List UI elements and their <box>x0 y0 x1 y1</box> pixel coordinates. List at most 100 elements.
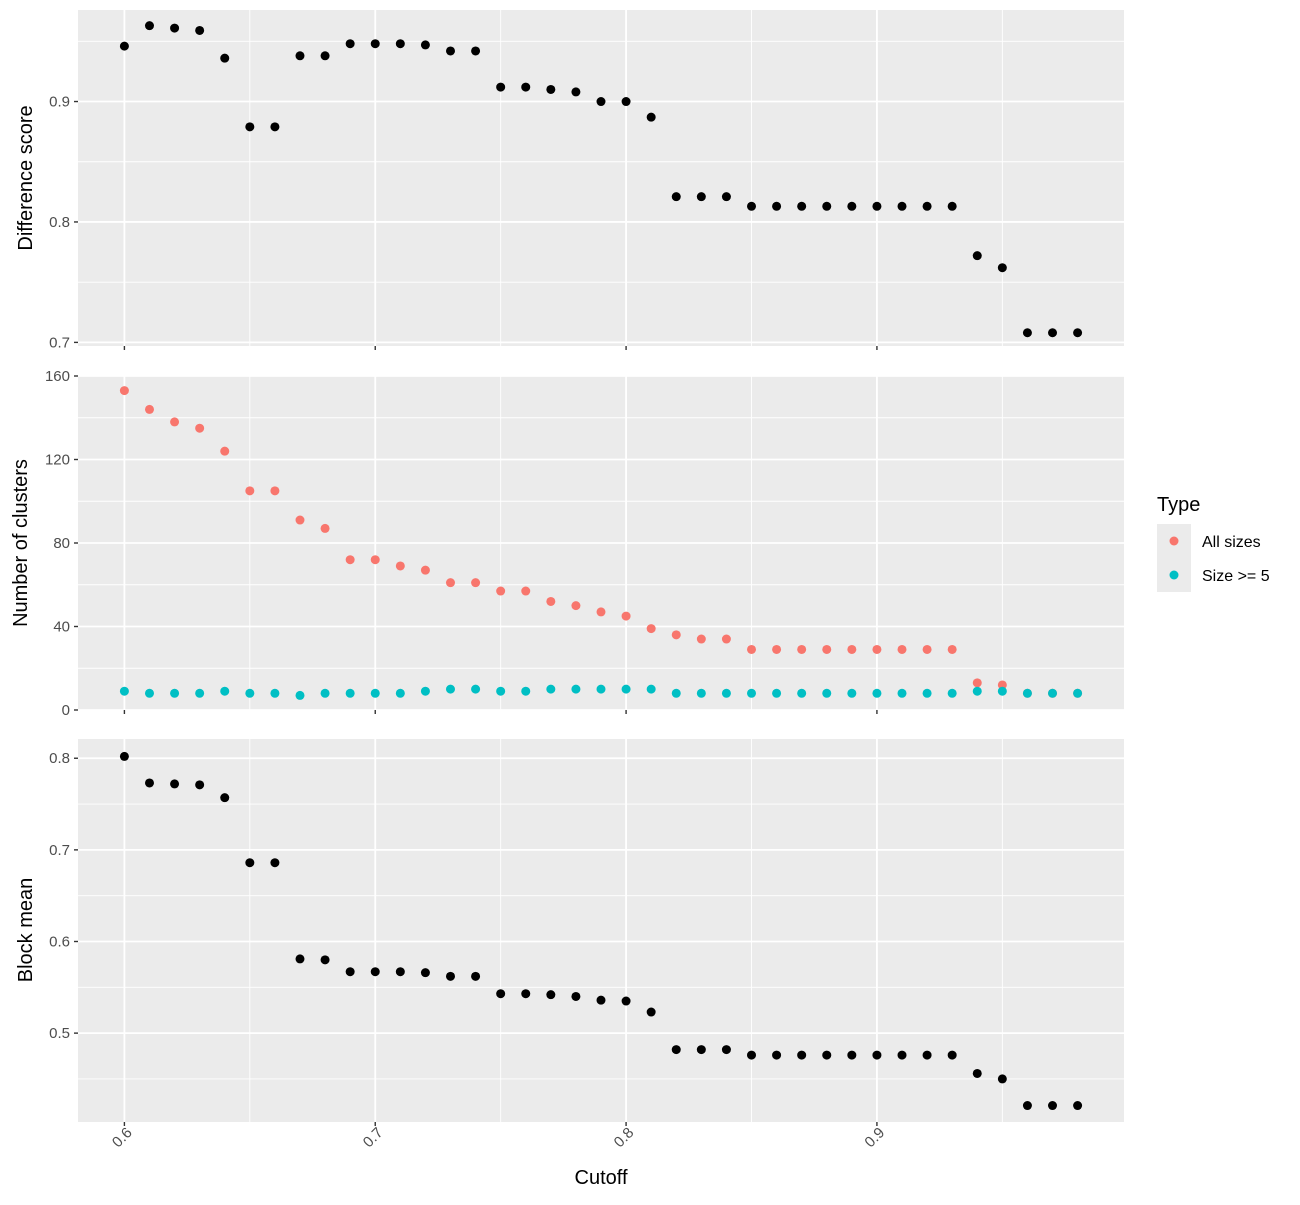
data-point <box>295 954 305 964</box>
data-point <box>646 1007 656 1017</box>
data-point <box>897 201 907 211</box>
point-all-sizes <box>797 644 807 654</box>
y-tick-label: 0.8 <box>49 750 70 767</box>
data-point <box>772 1050 782 1060</box>
point-size-5 <box>947 688 957 698</box>
data-point <box>195 780 205 790</box>
point-size-5 <box>772 688 782 698</box>
point-size-5 <box>671 688 681 698</box>
data-point <box>144 778 154 788</box>
y-axis-title-number-of-clusters: Number of clusters <box>10 459 32 627</box>
data-point <box>220 793 230 803</box>
point-all-sizes <box>897 644 907 654</box>
point-all-sizes <box>395 561 405 571</box>
point-all-sizes <box>119 386 129 396</box>
point-size-5 <box>170 688 180 698</box>
x-tick-label: 0.7 <box>360 1124 387 1151</box>
data-point <box>144 21 154 31</box>
point-all-sizes <box>696 634 706 644</box>
data-point <box>922 1050 932 1060</box>
data-point <box>420 40 430 50</box>
point-all-sizes <box>671 630 681 640</box>
point-all-sizes <box>997 680 1007 690</box>
point-all-sizes <box>571 601 581 611</box>
data-point <box>395 967 405 977</box>
point-all-sizes <box>546 596 556 606</box>
data-point <box>671 192 681 202</box>
point-all-sizes <box>295 515 305 525</box>
panel-background <box>78 10 1124 346</box>
data-point <box>521 82 531 92</box>
point-all-sizes <box>822 644 832 654</box>
point-all-sizes <box>972 678 982 688</box>
data-point <box>747 201 757 211</box>
point-size-5 <box>220 686 230 696</box>
point-size-5 <box>144 688 154 698</box>
data-point <box>972 251 982 261</box>
point-size-5 <box>972 686 982 696</box>
point-size-5 <box>546 684 556 694</box>
legend-label-size-5: Size >= 5 <box>1202 568 1270 585</box>
data-point <box>395 39 405 49</box>
data-point <box>797 1050 807 1060</box>
point-all-sizes <box>370 555 380 565</box>
point-all-sizes <box>220 446 230 456</box>
point-size-5 <box>747 688 757 698</box>
data-point <box>471 971 481 981</box>
y-tick-label: 0.9 <box>49 94 70 111</box>
point-size-5 <box>420 686 430 696</box>
point-all-sizes <box>170 417 180 427</box>
data-point <box>420 968 430 978</box>
data-point <box>295 51 305 61</box>
point-all-sizes <box>922 644 932 654</box>
data-point <box>245 122 255 132</box>
data-point <box>1022 328 1032 338</box>
y-tick-label: 80 <box>53 535 70 552</box>
data-point <box>571 991 581 1001</box>
point-all-sizes <box>596 607 606 617</box>
data-point <box>772 201 782 211</box>
y-axis-title-difference-score: Difference score <box>15 105 37 250</box>
data-point <box>596 995 606 1005</box>
data-point <box>1073 1101 1083 1111</box>
data-point <box>445 971 455 981</box>
data-point <box>721 1045 731 1055</box>
point-size-5 <box>646 684 656 694</box>
point-size-5 <box>847 688 857 698</box>
point-size-5 <box>521 686 531 696</box>
y-tick-label: 0.7 <box>49 334 70 351</box>
point-all-sizes <box>496 586 506 596</box>
panel-background <box>78 739 1124 1122</box>
data-point <box>496 82 506 92</box>
point-all-sizes <box>420 565 430 575</box>
point-all-sizes <box>621 611 631 621</box>
point-all-sizes <box>320 523 330 533</box>
point-all-sizes <box>646 624 656 634</box>
data-point <box>947 1050 957 1060</box>
y-axis-title-block-mean: Block mean <box>15 878 37 983</box>
point-size-5 <box>471 684 481 694</box>
data-point <box>195 25 205 35</box>
data-point <box>270 122 280 132</box>
data-point <box>621 996 631 1006</box>
data-point <box>546 990 556 1000</box>
point-all-sizes <box>772 644 782 654</box>
point-size-5 <box>320 688 330 698</box>
data-point <box>997 1074 1007 1084</box>
data-point <box>847 201 857 211</box>
point-size-5 <box>1022 688 1032 698</box>
point-size-5 <box>445 684 455 694</box>
point-size-5 <box>596 684 606 694</box>
point-size-5 <box>119 686 129 696</box>
data-point <box>1073 328 1083 338</box>
data-point <box>245 858 255 868</box>
data-point <box>496 989 506 999</box>
y-tick-label: 0.5 <box>49 1025 70 1042</box>
x-axis-title: Cutoff <box>575 1167 628 1189</box>
data-point <box>546 84 556 94</box>
point-size-5 <box>295 690 305 700</box>
point-size-5 <box>1048 688 1058 698</box>
point-size-5 <box>621 684 631 694</box>
point-size-5 <box>797 688 807 698</box>
